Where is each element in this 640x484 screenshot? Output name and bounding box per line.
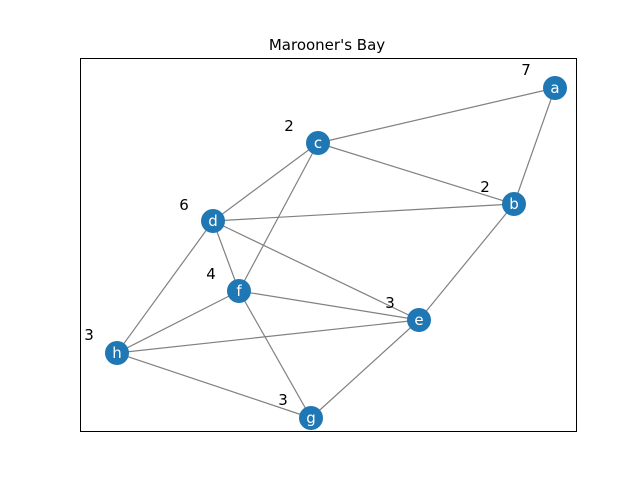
edge-f-g	[238, 290, 312, 419]
nodes-layer: a b c d e f g h	[105, 76, 567, 430]
node-b	[502, 192, 526, 216]
node-label-c: c	[314, 134, 322, 152]
edge-e-g	[310, 319, 420, 419]
edge-d-e	[212, 220, 420, 321]
edge-a-b	[513, 87, 556, 205]
weight-label-b: 2	[480, 178, 490, 196]
weight-label-d: 6	[179, 196, 189, 214]
node-e	[407, 308, 431, 332]
edge-c-b	[317, 142, 515, 205]
node-label-b: b	[509, 195, 519, 213]
node-a	[543, 76, 567, 100]
edge-h-e	[116, 319, 420, 354]
edge-f-e	[238, 290, 420, 321]
node-h	[105, 341, 129, 365]
edge-d-f	[212, 220, 240, 292]
node-label-e: e	[414, 311, 423, 329]
weight-label-f: 4	[206, 265, 216, 283]
node-c	[306, 131, 330, 155]
edge-h-g	[116, 352, 312, 419]
weight-label-c: 2	[284, 117, 294, 135]
node-g	[299, 406, 323, 430]
node-f	[227, 279, 251, 303]
weight-label-a: 7	[521, 61, 531, 79]
edge-b-e	[418, 203, 515, 321]
edge-c-d	[212, 142, 319, 222]
node-label-g: g	[306, 409, 316, 427]
node-label-d: d	[208, 212, 218, 230]
edges-layer	[116, 87, 556, 419]
graph-title: Marooner's Bay	[269, 36, 385, 54]
edge-f-h	[116, 290, 240, 354]
edge-d-h	[116, 220, 214, 354]
edge-a-c	[317, 87, 556, 144]
weight-labels-layer: 7 2 2 6 3 4 3 3	[84, 61, 531, 409]
edge-d-b	[212, 203, 515, 222]
node-label-f: f	[236, 282, 242, 300]
node-label-a: a	[550, 79, 559, 97]
node-label-h: h	[112, 344, 122, 362]
node-d	[201, 209, 225, 233]
weight-label-e: 3	[385, 294, 395, 312]
plot-frame	[80, 58, 577, 432]
weight-label-g: 3	[278, 391, 288, 409]
weight-label-h: 3	[84, 326, 94, 344]
